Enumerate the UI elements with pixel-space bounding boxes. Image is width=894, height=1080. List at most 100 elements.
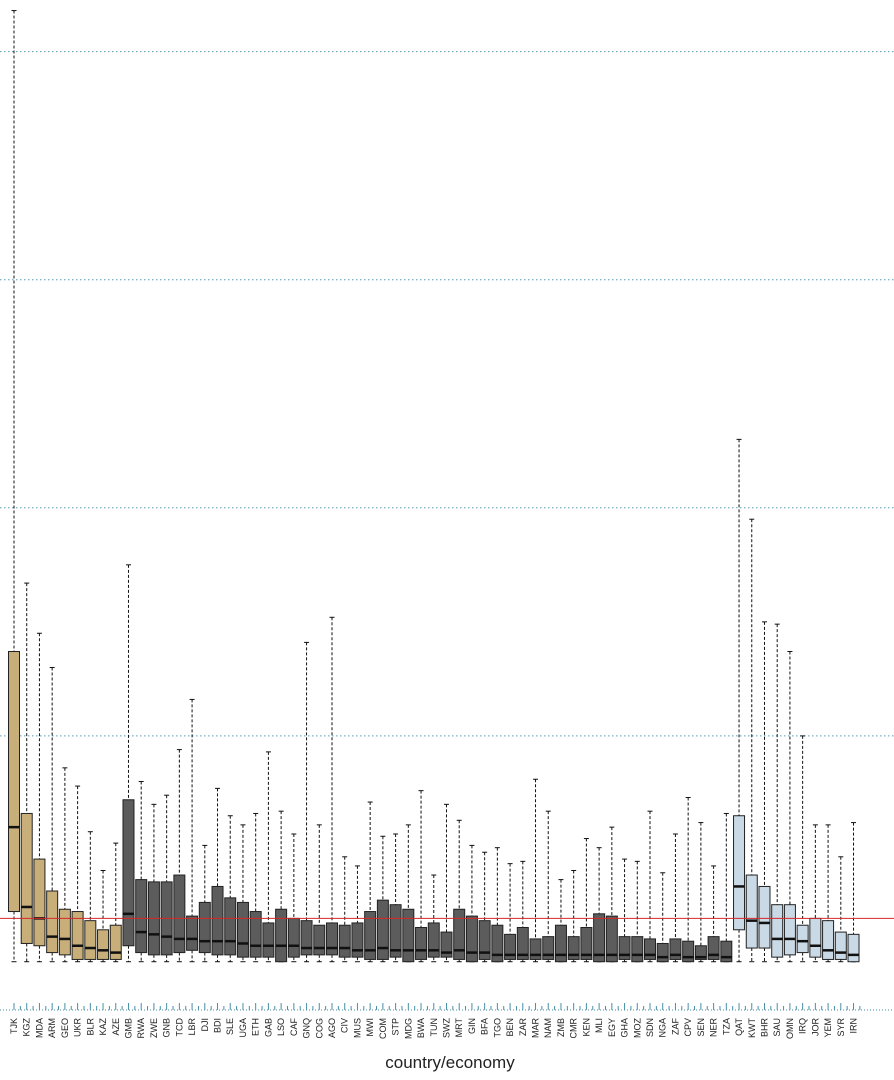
x-tick-label: MDG (403, 1018, 413, 1039)
box-tza (720, 940, 733, 963)
box-bwa (415, 927, 428, 960)
box-ago (326, 922, 338, 956)
box-gmb (122, 799, 135, 947)
x-tick-label: CIV (340, 1018, 350, 1033)
box-tgo (491, 924, 504, 963)
x-tick-label: EGY (607, 1018, 617, 1037)
x-tick-label: MDA (34, 1018, 44, 1038)
x-tick-label: UKR (73, 1018, 83, 1038)
x-tick-label: OMN (785, 1018, 795, 1039)
box-syr (834, 931, 847, 960)
x-tick-labels: TJK KGZ MDA ARM GEO UKR BLR KAZ AZE GMB RWA ZWE GNB T… (9, 1017, 859, 1039)
box-nam (542, 936, 555, 960)
box-dji (198, 901, 211, 954)
box-gnq (300, 920, 313, 956)
x-tick-label: IRN (849, 1018, 859, 1034)
x-tick-label: KEN (581, 1018, 591, 1037)
x-tick-label: GEO (60, 1018, 70, 1038)
box-bfa (478, 920, 491, 960)
box-caf (287, 917, 300, 958)
box-gab (262, 922, 275, 958)
box-lbr (186, 915, 199, 951)
box-aze (109, 924, 122, 960)
box-ner (707, 936, 720, 960)
box-bhr (758, 885, 771, 949)
x-tick-label: GIN (467, 1018, 477, 1034)
box-sen (694, 945, 707, 960)
box-arm (46, 890, 59, 954)
x-tick-label: CPV (683, 1018, 693, 1037)
box-blr (84, 920, 97, 960)
box-kwt (745, 874, 758, 949)
box-jor (809, 917, 822, 958)
x-tick-label: JOR (810, 1017, 820, 1036)
x-tick-label: CAF (289, 1017, 299, 1036)
x-tick-label: BEN (505, 1018, 515, 1037)
box-ukr (71, 911, 84, 960)
box-mrt (453, 908, 466, 960)
box-swz (440, 931, 453, 958)
box-mwi (364, 911, 377, 960)
x-tick-label: UGA (238, 1018, 248, 1038)
x-tick-label: COG (314, 1018, 324, 1039)
x-tick-label: LBR (187, 1018, 197, 1036)
x-tick-marks (0, 1003, 894, 1011)
box-eth (249, 911, 262, 958)
x-tick-label: MUS (352, 1018, 362, 1038)
x-tick-label: MAR (531, 1018, 541, 1039)
box-tcd (173, 874, 186, 954)
x-tick-label: STP (391, 1018, 401, 1036)
x-tick-label: NER (709, 1018, 719, 1038)
x-tick-label: COM (378, 1018, 388, 1039)
x-tick-label: SLE (225, 1018, 235, 1035)
box-kaz (97, 929, 110, 960)
x-tick-label: IRQ (798, 1018, 808, 1034)
box-mar (529, 938, 542, 960)
x-tick-label: BHR (759, 1018, 769, 1038)
x-tick-label: MRT (454, 1018, 464, 1038)
box-com (376, 899, 389, 960)
box-cpv (682, 940, 695, 963)
box-qat (733, 815, 746, 931)
box-omn (783, 904, 796, 956)
x-tick-label: YEM (823, 1018, 833, 1038)
x-tick-label: LSO (276, 1018, 286, 1036)
x-tick-label: NGA (658, 1018, 668, 1038)
box-irn (847, 933, 860, 963)
x-tick-label: GNQ (302, 1018, 312, 1039)
x-tick-label: MOZ (632, 1018, 642, 1038)
box-moz (631, 936, 644, 963)
box-zar (516, 927, 529, 960)
x-tick-label: KAZ (98, 1018, 108, 1036)
x-tick-label: CMR (569, 1018, 579, 1039)
x-tick-label: ARM (47, 1018, 57, 1038)
x-tick-label: ZMB (556, 1018, 566, 1037)
box-kgz (20, 812, 33, 944)
x-tick-label: MWI (365, 1018, 375, 1037)
box-civ (338, 924, 351, 958)
x-tick-label: ZAR (518, 1017, 528, 1036)
x-tick-label: TZA (721, 1018, 731, 1035)
box-nga (656, 942, 669, 963)
x-tick-label: TCD (174, 1018, 184, 1037)
box-egy (605, 915, 618, 963)
x-tick-label: AZE (111, 1018, 121, 1036)
x-tick-label: TGO (492, 1018, 502, 1038)
x-tick-label: TJK (9, 1018, 19, 1034)
box-sau (771, 904, 784, 958)
x-tick-label: GAB (263, 1018, 273, 1037)
x-tick-label: DJI (200, 1018, 210, 1032)
x-tick-label: GHA (620, 1018, 630, 1038)
box-mda (33, 858, 46, 947)
box-geo (58, 908, 71, 956)
box-ken (580, 927, 593, 960)
x-tick-label: AGO (327, 1018, 337, 1038)
box-bdi (211, 885, 224, 956)
x-tick-label: MLI (594, 1018, 604, 1033)
box-irq (796, 924, 809, 954)
x-tick-label: SWZ (441, 1018, 451, 1038)
box-gha (618, 936, 631, 960)
box-mdg (402, 908, 415, 963)
box-mus (351, 922, 364, 958)
x-tick-label: TUN (429, 1018, 439, 1037)
